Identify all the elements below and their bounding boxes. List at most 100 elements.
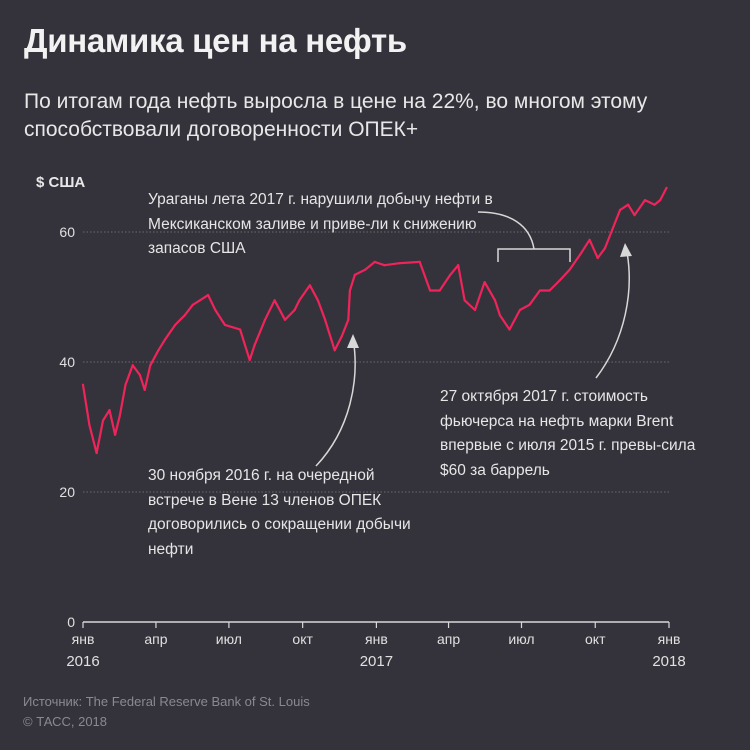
x-tick-label: янв <box>72 631 95 647</box>
data-point <box>665 186 668 189</box>
arrow-line <box>315 337 356 467</box>
x-tick-label: янв <box>365 631 388 647</box>
annotation-brent-60: 27 октября 2017 г. стоимость фьючерса на… <box>440 388 696 479</box>
data-point <box>163 338 166 341</box>
data-point <box>548 289 551 292</box>
data-point <box>528 303 531 306</box>
x-tick-label: апр <box>437 631 460 647</box>
data-point <box>373 260 376 263</box>
arrow-line <box>595 246 630 379</box>
source-note: Источник: The Federal Reserve Bank of St… <box>23 694 310 709</box>
data-point <box>293 308 296 312</box>
data-point <box>138 373 142 377</box>
data-point <box>498 314 501 317</box>
data-point <box>653 203 656 206</box>
copyright: © ТАСС, 2018 <box>23 714 108 729</box>
bracket <box>497 248 571 262</box>
arrow-head-icon <box>620 243 632 257</box>
data-point <box>340 334 344 338</box>
data-point <box>248 358 251 362</box>
y-tick-label: 20 <box>59 484 75 500</box>
data-point <box>364 268 367 271</box>
data-point <box>353 273 356 276</box>
data-point <box>183 314 186 317</box>
data-point <box>463 299 466 302</box>
data-point <box>508 328 511 331</box>
data-point <box>558 279 562 282</box>
data-point <box>298 299 301 302</box>
data-point <box>568 268 571 271</box>
data-point <box>157 349 160 352</box>
price-line <box>81 187 668 455</box>
data-point <box>149 364 152 367</box>
data-point <box>124 383 127 386</box>
data-point <box>618 208 622 211</box>
x-tick-label: янв <box>658 631 681 647</box>
data-point <box>108 409 111 412</box>
data-point <box>398 262 401 265</box>
data-point <box>578 253 582 256</box>
footer: Источник: The Federal Reserve Bank of St… <box>23 692 310 732</box>
data-point <box>118 414 121 417</box>
data-point <box>633 214 636 217</box>
data-point <box>316 299 319 302</box>
data-point <box>323 318 327 321</box>
annotation-opec-deal: 30 ноября 2016 г. на очередной встрече в… <box>148 467 411 558</box>
x-tick-label: апр <box>144 631 167 647</box>
data-point <box>383 264 386 267</box>
data-point <box>429 289 432 292</box>
data-point <box>418 260 421 263</box>
page-title: Динамика цен на нефть <box>24 22 407 59</box>
data-point <box>198 299 202 302</box>
data-point <box>449 273 452 276</box>
data-point <box>333 349 336 352</box>
data-point <box>473 308 477 312</box>
data-point <box>214 308 217 312</box>
data-point <box>493 299 497 302</box>
data-point <box>253 344 256 347</box>
data-point <box>438 289 441 292</box>
data-point <box>88 423 91 427</box>
data-point <box>603 247 606 250</box>
x-tick-label: окт <box>585 631 606 647</box>
data-point <box>263 318 267 321</box>
data-point <box>113 433 117 436</box>
data-point <box>283 318 287 321</box>
data-point <box>457 264 460 267</box>
leader-line <box>477 211 535 250</box>
data-point <box>143 388 146 392</box>
y-tick-label: 0 <box>67 614 75 630</box>
data-point <box>273 299 276 302</box>
data-point <box>538 289 542 292</box>
y-axis-label: $ США <box>36 174 86 191</box>
data-point <box>101 419 105 422</box>
data-point <box>308 284 311 287</box>
data-point <box>659 199 662 202</box>
data-point <box>596 256 599 260</box>
data-point <box>223 323 226 327</box>
data-point <box>627 203 630 206</box>
data-point <box>174 323 177 327</box>
y-tick-label: 40 <box>59 354 75 370</box>
arrow-head-icon <box>347 334 359 348</box>
y-tick-label: 60 <box>59 224 75 240</box>
page-subtitle: По итогам года нефть выросла в цене на 2… <box>24 90 648 141</box>
x-tick-label: окт <box>292 631 313 647</box>
data-point <box>191 303 194 306</box>
x-tick-year: 2017 <box>360 653 393 670</box>
x-tick-label: июл <box>508 631 534 647</box>
data-point <box>95 451 98 455</box>
x-tick-label: июл <box>216 631 242 647</box>
data-point <box>518 308 521 312</box>
x-tick-year: 2018 <box>652 653 685 670</box>
x-tick-year: 2016 <box>66 653 99 670</box>
annotation-hurricanes: Ураганы лета 2017 г. нарушили добычу неф… <box>148 191 493 257</box>
data-point <box>347 318 350 321</box>
data-point <box>348 289 352 292</box>
data-point <box>206 293 210 297</box>
data-point <box>131 364 134 367</box>
data-point <box>643 199 647 202</box>
data-point <box>81 383 85 386</box>
data-point <box>239 328 242 331</box>
